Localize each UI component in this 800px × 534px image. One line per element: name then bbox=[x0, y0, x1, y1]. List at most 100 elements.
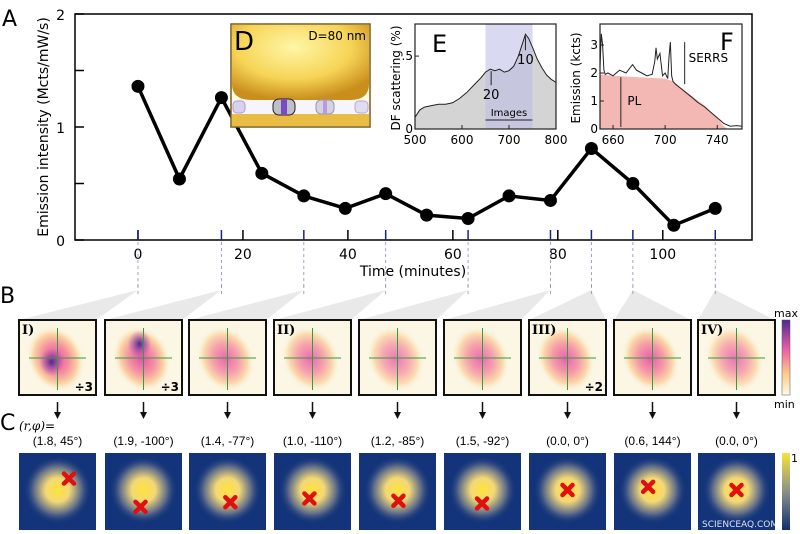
fit-spot bbox=[193, 456, 262, 524]
image-label: I) bbox=[22, 323, 34, 338]
arrow-head bbox=[309, 412, 316, 419]
particle-size-label: D=80 nm bbox=[308, 29, 366, 43]
image-frame bbox=[358, 319, 437, 396]
emission-image bbox=[188, 319, 267, 396]
image-label: IV) bbox=[701, 323, 723, 338]
zoom-connector bbox=[614, 290, 691, 320]
emission-line bbox=[600, 33, 742, 127]
panel-label-c: C bbox=[0, 411, 15, 436]
x-tick-label: 800 bbox=[545, 133, 568, 147]
x-tick-label: 660 bbox=[602, 133, 625, 147]
colorbar-b: max min bbox=[774, 307, 798, 411]
r-phi-prefix: (r,φ)= bbox=[19, 419, 55, 433]
image-frame bbox=[697, 319, 776, 396]
fit-spot bbox=[109, 456, 178, 524]
fit-image bbox=[359, 453, 436, 530]
image-frame bbox=[528, 319, 607, 396]
x-tick-label: 700 bbox=[498, 133, 521, 147]
arrow-head bbox=[394, 412, 401, 419]
x-tick-label: 700 bbox=[654, 133, 677, 147]
pl-fill bbox=[600, 74, 728, 129]
emission-core bbox=[127, 330, 152, 358]
x-tick-label: 500 bbox=[404, 133, 427, 147]
fit-spot bbox=[278, 456, 347, 524]
zoom-connector bbox=[698, 290, 775, 320]
arrow-head bbox=[224, 412, 231, 419]
colorbar-c-max: 1 bbox=[791, 452, 798, 465]
position-marker-icon bbox=[640, 479, 656, 495]
position-marker-icon bbox=[474, 496, 490, 511]
image-frame bbox=[273, 319, 352, 396]
position-label: (1.8, 45°) bbox=[33, 434, 83, 448]
zoom-connector bbox=[19, 290, 138, 320]
position-label: (1.0, -110°) bbox=[283, 434, 342, 448]
y-axis-label: DF scattering (%) bbox=[389, 25, 403, 130]
y-tick-label: 1 bbox=[56, 121, 65, 137]
position-label: (1.4, -77°) bbox=[201, 434, 254, 448]
zoom-connector bbox=[105, 290, 222, 320]
fit-image bbox=[614, 453, 691, 530]
data-point bbox=[461, 212, 475, 226]
fit-spot bbox=[363, 456, 432, 524]
x-tick-label: 20 bbox=[234, 247, 252, 263]
data-point bbox=[667, 218, 681, 232]
inset-f-label: F bbox=[720, 28, 734, 56]
scale-divisor: ÷2 bbox=[585, 380, 603, 394]
inset-d-label: D bbox=[234, 27, 254, 57]
data-point bbox=[379, 187, 393, 201]
zoom-connector bbox=[444, 290, 551, 320]
emission-spot bbox=[705, 325, 764, 392]
inset-d-nanoparticle-illustration: D D=80 nm bbox=[230, 23, 371, 128]
emission-spot bbox=[621, 325, 680, 392]
data-point bbox=[131, 79, 145, 93]
fit-image bbox=[274, 453, 351, 530]
fit-image bbox=[189, 453, 266, 530]
annotation-label: 10 bbox=[517, 53, 534, 68]
y-tick-label: 2 bbox=[56, 8, 65, 24]
fit-image bbox=[529, 453, 606, 530]
x-tick-label: 740 bbox=[706, 133, 729, 147]
position-marker-icon bbox=[729, 482, 744, 498]
image-frame bbox=[613, 319, 692, 396]
x-tick-label: 40 bbox=[339, 247, 357, 263]
emission-image: ÷3 bbox=[104, 319, 183, 396]
emission-spot bbox=[196, 325, 255, 392]
position-label: (0.0, 0°) bbox=[546, 434, 589, 448]
data-point bbox=[297, 189, 311, 203]
inset-e-label: E bbox=[432, 30, 447, 58]
x-tick-label: 60 bbox=[444, 247, 462, 263]
y-tick-label: 3 bbox=[590, 38, 598, 52]
image-frame bbox=[188, 319, 267, 396]
position-label: (0.6, 144°) bbox=[624, 434, 680, 448]
position-marker-icon bbox=[391, 493, 406, 509]
inset-f-emission-spectrum: 660 700 740 0 1 2 3 Emission (kcts) F PL SERRS bbox=[569, 23, 743, 147]
y-tick-label: 0 bbox=[56, 234, 65, 250]
zoom-connector bbox=[189, 290, 304, 320]
panel-c-fit-row: (1.8, 45°) (1.9, -100°) (1.4, -77°) (1.0, -… bbox=[19, 402, 775, 530]
position-marker-icon bbox=[61, 471, 77, 486]
panel-label-b: B bbox=[0, 284, 15, 309]
y-axis-label: Emission (kcts) bbox=[569, 32, 583, 123]
position-marker-icon bbox=[302, 491, 317, 506]
position-label: (0.0, 0°) bbox=[715, 434, 758, 448]
fit-spot bbox=[23, 456, 92, 524]
x-axis-label: Time (minutes) bbox=[359, 264, 466, 280]
data-point bbox=[543, 193, 557, 207]
inset-e-df-scattering-chart: 500 600 700 800 0 .5DF scattering (%) E 20 10 Ima… bbox=[389, 23, 568, 147]
fit-image bbox=[19, 453, 96, 530]
zoom-connector bbox=[359, 290, 469, 320]
x-tick-label: 600 bbox=[451, 133, 474, 147]
data-point bbox=[420, 208, 434, 222]
images-range-label: Images bbox=[491, 108, 528, 119]
image-label: III) bbox=[532, 323, 556, 338]
arrow-head bbox=[564, 412, 571, 419]
emission-image: II) bbox=[273, 319, 352, 396]
data-point bbox=[708, 201, 722, 215]
annotation-label: 20 bbox=[483, 88, 500, 103]
data-point bbox=[338, 201, 352, 215]
emission-image: IV) bbox=[697, 319, 776, 396]
position-marker-icon bbox=[560, 482, 575, 498]
y-axis-label: Emission intensity (Mcts/mW/s) bbox=[36, 17, 52, 237]
y-tick-label: .5 bbox=[402, 49, 413, 63]
